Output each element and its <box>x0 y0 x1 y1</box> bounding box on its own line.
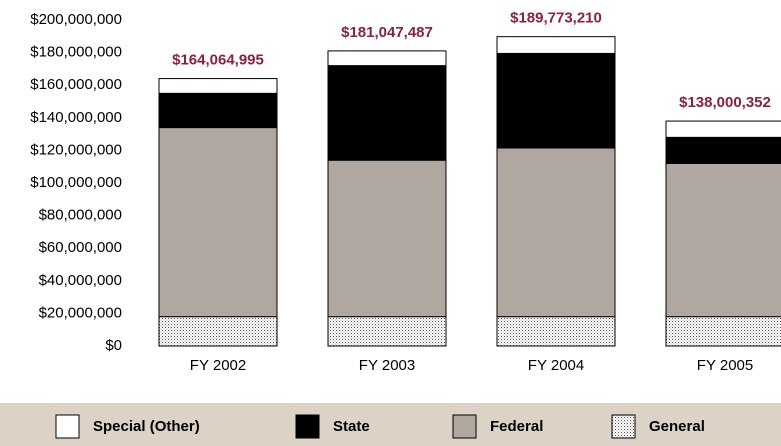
bar-segment <box>496 147 616 318</box>
x-tick-label: FY 2003 <box>359 357 415 374</box>
bar-segment <box>158 316 278 347</box>
y-tick-label: $0 <box>105 337 122 354</box>
bar-segment <box>327 159 447 318</box>
legend-label: General <box>649 418 705 435</box>
y-tick-label: $40,000,000 <box>39 272 122 289</box>
y-tick-label: $60,000,000 <box>39 239 122 256</box>
bar-segment <box>665 316 781 347</box>
bar-segment <box>158 92 278 129</box>
legend-band <box>0 403 781 446</box>
y-tick-label: $160,000,000 <box>30 76 122 93</box>
bar-segment <box>327 316 447 347</box>
bar-segment <box>158 78 278 94</box>
bar-segment <box>665 136 781 164</box>
legend-swatch <box>295 414 320 439</box>
y-tick-label: $80,000,000 <box>39 207 122 224</box>
y-tick-label: $100,000,000 <box>30 174 122 191</box>
bar-segment <box>327 50 447 67</box>
x-tick-label: FY 2005 <box>697 357 753 374</box>
legend-label: Federal <box>490 418 543 435</box>
y-tick-label: $120,000,000 <box>30 141 122 158</box>
bar-segment <box>158 127 278 318</box>
bar-segment <box>665 120 781 138</box>
bar-segment <box>665 162 781 318</box>
legend-swatch <box>55 414 80 439</box>
bar-segment <box>327 65 447 161</box>
bar-segment <box>496 36 616 54</box>
total-label: $164,064,995 <box>172 52 264 69</box>
legend-label: Special (Other) <box>93 418 200 435</box>
y-tick-label: $140,000,000 <box>30 109 122 126</box>
total-label: $181,047,487 <box>341 24 433 41</box>
bar-segment <box>496 316 616 347</box>
y-tick-label: $20,000,000 <box>39 304 122 321</box>
legend-label: State <box>333 418 370 435</box>
y-tick-label: $200,000,000 <box>30 11 122 28</box>
bar-segment <box>496 52 616 149</box>
legend-swatch <box>611 414 636 439</box>
total-label: $189,773,210 <box>510 10 602 27</box>
y-tick-label: $180,000,000 <box>30 44 122 61</box>
total-label: $138,000,352 <box>679 94 771 111</box>
legend-swatch <box>452 414 477 439</box>
x-tick-label: FY 2002 <box>190 357 246 374</box>
x-tick-label: FY 2004 <box>528 357 584 374</box>
